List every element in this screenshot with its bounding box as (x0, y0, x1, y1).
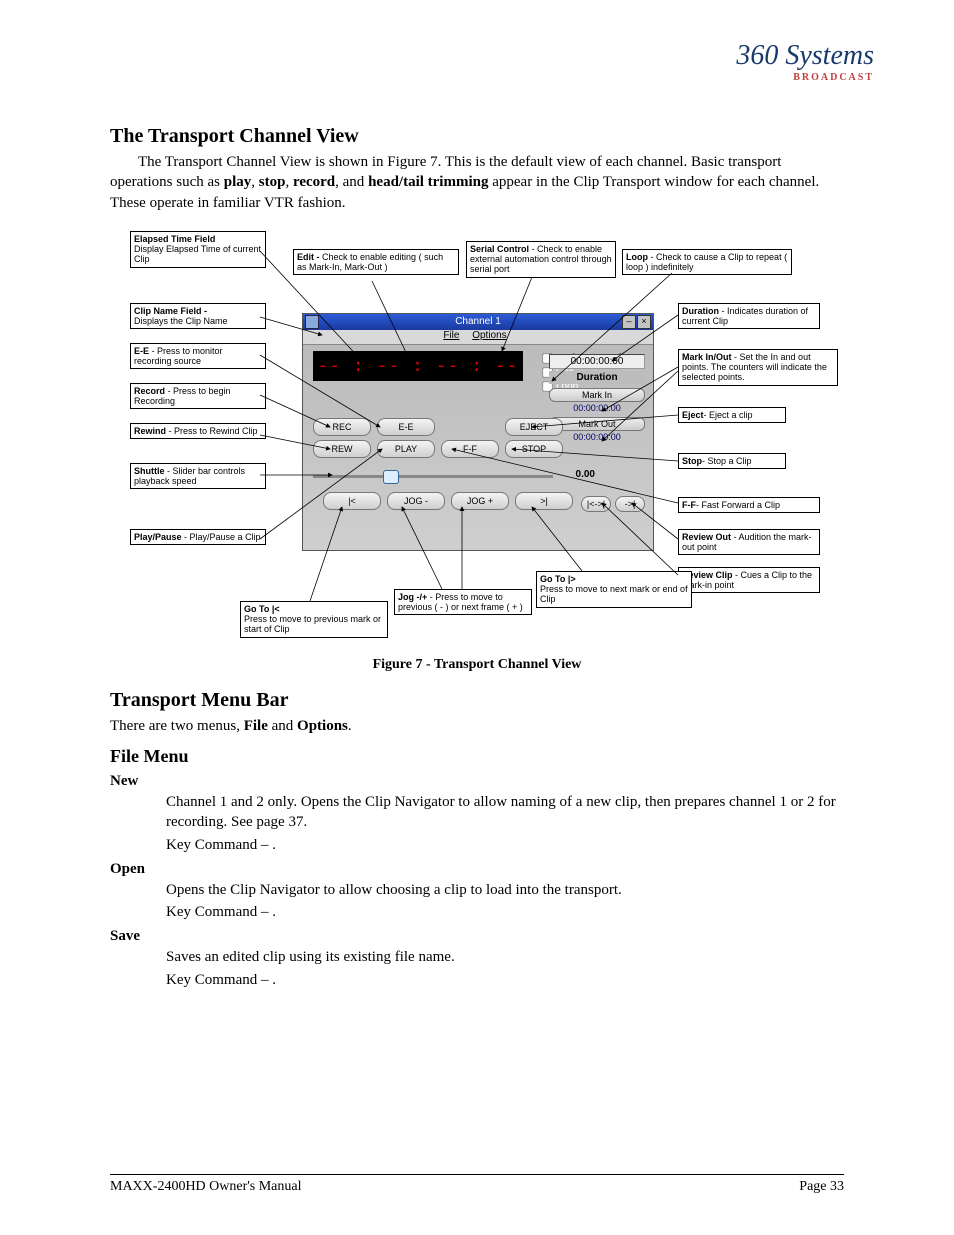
footer-left: MAXX-2400HD Owner's Manual (110, 1179, 302, 1195)
callout-loop: Loop - Check to cause a Clip to repeat (… (622, 249, 792, 276)
minimize-button[interactable]: – (622, 315, 636, 329)
review-clip-button[interactable]: |<->| (581, 496, 611, 512)
rew-button[interactable]: REW (313, 440, 371, 458)
logo: 360 Systems BROADCAST (736, 40, 874, 83)
callout-serial: Serial Control - Check to enable externa… (466, 241, 616, 278)
callout-duration: Duration - Indicates duration of current… (678, 303, 820, 330)
titlebar: Channel 1 – × (303, 314, 653, 330)
callout-clipname: Clip Name Field -Displays the Clip Name (130, 303, 266, 330)
item-new-body1: Channel 1 and 2 only. Opens the Clip Nav… (166, 792, 844, 833)
menubar-paragraph: There are two menus, File and Options. (110, 716, 844, 736)
heading-file-menu: File Menu (110, 746, 844, 767)
callout-gotostart: Go To |<Press to move to previous mark o… (240, 601, 388, 638)
callout-playpause: Play/Pause - Play/Pause a Clip (130, 529, 266, 545)
review-out-button[interactable]: ->| (615, 496, 645, 512)
mark-in-button[interactable]: Mark In (549, 388, 645, 402)
jog-plus-button[interactable]: JOG + (451, 492, 509, 510)
ee-button[interactable]: E-E (377, 418, 435, 436)
callout-gotoend: Go To |>Press to move to next mark or en… (536, 571, 692, 608)
intro-sep3: , and (335, 174, 368, 190)
heading-transport-view: The Transport Channel View (110, 125, 844, 148)
mark-out-value: 00:00:00:00 (549, 432, 645, 442)
item-save-title: Save (110, 928, 844, 945)
callout-shuttle: Shuttle - Slider bar controls playback s… (130, 463, 266, 490)
item-open-body2: Key Command – . (166, 902, 844, 922)
callout-elapsed: Elapsed Time FieldDisplay Elapsed Time o… (130, 231, 266, 268)
callout-rewind: Rewind - Press to Rewind Clip (130, 423, 266, 439)
channel-window: Channel 1 – × File Options -- : -- : -- … (302, 313, 654, 551)
item-new-body2: Key Command – . (166, 835, 844, 855)
ff-button[interactable]: F-F (441, 440, 499, 458)
figure-caption: Figure 7 - Transport Channel View (110, 657, 844, 673)
menubar: File Options (303, 330, 653, 345)
heading-menu-bar: Transport Menu Bar (110, 689, 844, 712)
menu-file[interactable]: File (443, 330, 459, 341)
play-button[interactable]: PLAY (377, 440, 435, 458)
eject-button[interactable]: EJECT (505, 418, 563, 436)
logo-script: 360 Systems (736, 40, 874, 72)
item-open-title: Open (110, 861, 844, 878)
callout-revclip: Review Clip - Cues a Clip to the Mark-in… (678, 567, 820, 594)
callout-markio: Mark In/Out - Set the In and out points.… (678, 349, 838, 386)
callout-stop: Stop- Stop a Clip (678, 453, 786, 469)
shuttle-value: 0.00 (557, 469, 595, 480)
item-save-body2: Key Command – . (166, 970, 844, 990)
duration-value: 00:00:00:00 (549, 354, 645, 369)
goto-start-button[interactable]: |< (323, 492, 381, 510)
logo-sub: BROADCAST (736, 72, 874, 83)
close-button[interactable]: × (637, 315, 651, 329)
item-save-body1: Saves an edited clip using its existing … (166, 947, 844, 967)
footer: MAXX-2400HD Owner's Manual Page 33 (110, 1174, 844, 1195)
stop-button[interactable]: STOP (505, 440, 563, 458)
intro-bold-trim: head/tail trimming (368, 174, 488, 190)
callout-revout: Review Out - Audition the mark-out point (678, 529, 820, 556)
transport-buttons-row1: REC E-E EJECT REW PLAY F-F STOP (313, 418, 563, 458)
item-open-body1: Opens the Clip Navigator to allow choosi… (166, 880, 844, 900)
review-buttons: |<->| ->| (581, 496, 645, 512)
intro-bold-stop: stop (259, 174, 286, 190)
window-title: Channel 1 (455, 316, 501, 327)
callout-eject: Eject- Eject a clip (678, 407, 786, 423)
intro-bold-play: play (224, 174, 252, 190)
callout-record: Record - Press to begin Recording (130, 383, 266, 410)
intro-bold-record: record (293, 174, 335, 190)
jog-minus-button[interactable]: JOG - (387, 492, 445, 510)
callout-jog: Jog -/+ - Press to move to previous ( - … (394, 589, 532, 616)
app-icon (305, 315, 319, 329)
transport-buttons-row2: |< JOG - JOG + >| (323, 492, 573, 510)
mark-out-button[interactable]: Mark Out (549, 417, 645, 431)
callout-ee: E-E - Press to monitor recording source (130, 343, 266, 370)
shuttle-slider[interactable]: 0.00 (313, 470, 553, 482)
diagram: Elapsed Time FieldDisplay Elapsed Time o… (112, 231, 842, 651)
mark-in-value: 00:00:00:00 (549, 403, 645, 413)
goto-end-button[interactable]: >| (515, 492, 573, 510)
elapsed-time-field: -- : -- : -- : -- (313, 351, 523, 381)
item-new-title: New (110, 773, 844, 790)
callout-edit: Edit - Check to enable editing ( such as… (293, 249, 459, 276)
menu-options[interactable]: Options (472, 330, 506, 341)
rec-button[interactable]: REC (313, 418, 371, 436)
callout-ff: F-F- Fast Forward a Clip (678, 497, 820, 513)
intro-sep2: , (285, 174, 293, 190)
duration-label: Duration (549, 371, 645, 384)
intro-sep1: , (251, 174, 259, 190)
figure-7: Elapsed Time FieldDisplay Elapsed Time o… (110, 231, 844, 673)
duration-group: 00:00:00:00 Duration Mark In 00:00:00:00… (549, 354, 645, 442)
intro-paragraph: The Transport Channel View is shown in F… (110, 152, 844, 213)
footer-right: Page 33 (799, 1179, 844, 1195)
